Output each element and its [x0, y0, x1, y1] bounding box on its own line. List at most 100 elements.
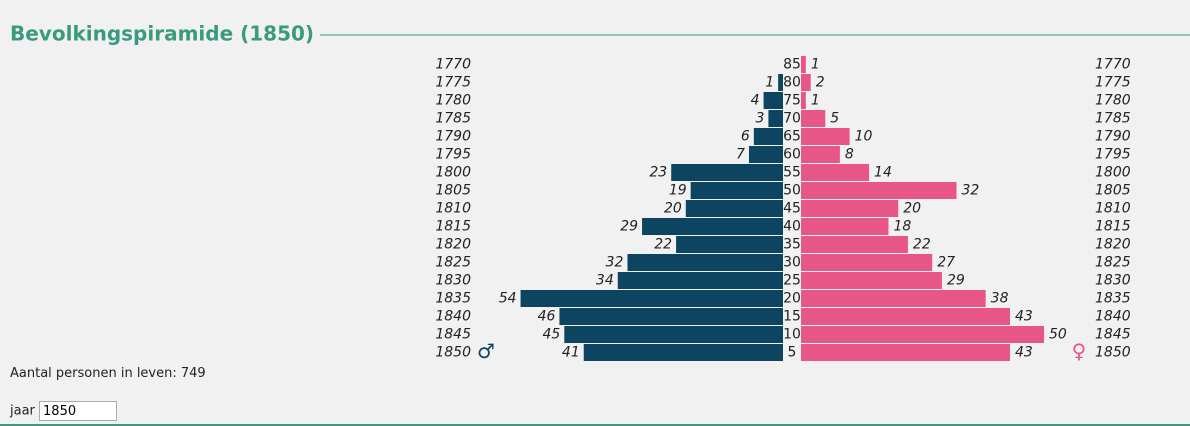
female-value-label: 18	[893, 219, 911, 235]
year-label-left: 1770	[435, 57, 471, 73]
year-label-right: 1770	[1095, 57, 1131, 73]
age-label: 40	[783, 219, 801, 235]
male-value-label: 45	[542, 327, 560, 343]
female-bar	[801, 164, 870, 181]
year-label-left: 1800	[435, 165, 471, 181]
male-value-label: 1	[765, 75, 774, 91]
year-label-right: 1840	[1095, 309, 1131, 325]
female-bar	[801, 146, 840, 163]
female-value-label: 1	[811, 93, 820, 109]
year-label-right: 1780	[1095, 93, 1131, 109]
year-label-left: 1780	[435, 93, 471, 109]
female-value-label: 43	[1015, 309, 1033, 325]
female-bar	[801, 182, 957, 199]
female-bar	[801, 74, 811, 91]
female-value-label: 2	[816, 75, 825, 91]
year-label-left: 1840	[435, 309, 471, 325]
age-label: 80	[783, 75, 801, 91]
summary-value: 749	[181, 366, 206, 381]
female-bar	[801, 92, 806, 109]
female-value-label: 20	[903, 201, 921, 217]
female-bar	[801, 110, 826, 127]
year-label-right: 1820	[1095, 237, 1131, 253]
page-title: Bevolkingspiramide (1850)	[10, 22, 314, 46]
age-label: 15	[783, 309, 801, 325]
male-bar	[676, 236, 783, 253]
male-bar	[627, 254, 783, 271]
year-label-left: 1815	[435, 219, 471, 235]
male-value-label: 3	[755, 111, 764, 127]
year-label-right: 1775	[1095, 75, 1131, 91]
male-value-label: 23	[649, 165, 667, 181]
year-label-right: 1795	[1095, 147, 1131, 163]
summary: Aantal personen in leven: 749	[10, 366, 206, 381]
year-label-right: 1790	[1095, 129, 1131, 145]
female-bar	[801, 56, 806, 73]
female-value-label: 10	[855, 129, 873, 145]
male-bar	[642, 218, 783, 235]
age-label: 10	[783, 327, 801, 343]
female-bar	[801, 290, 986, 307]
year-label-right: 1825	[1095, 255, 1131, 271]
female-bar	[801, 344, 1010, 361]
year-label-left: 1785	[435, 111, 471, 127]
male-bar	[748, 146, 783, 163]
year-label-left: 1790	[435, 129, 471, 145]
age-label: 75	[783, 93, 801, 109]
male-value-label: 29	[620, 219, 638, 235]
year-label-left: 1830	[435, 273, 471, 289]
summary-label: Aantal personen in leven:	[10, 366, 177, 381]
age-label: 85	[783, 57, 801, 73]
female-value-label: 50	[1049, 327, 1067, 343]
year-label-left: 1835	[435, 291, 471, 307]
male-bar	[671, 164, 783, 181]
female-bar	[801, 272, 942, 289]
male-legend: ♂	[477, 339, 495, 363]
female-bar	[801, 308, 1010, 325]
year-label-left: 1810	[435, 201, 471, 217]
age-label: 20	[783, 291, 801, 307]
year-input[interactable]	[39, 401, 118, 421]
year-control: jaar	[10, 401, 118, 421]
male-bar	[564, 326, 783, 343]
female-bar	[801, 254, 933, 271]
year-label-right: 1815	[1095, 219, 1131, 235]
female-value-label: 29	[947, 273, 965, 289]
year-label-right: 1845	[1095, 327, 1131, 343]
male-bar	[778, 74, 783, 91]
male-value-label: 7	[736, 147, 745, 163]
male-value-label: 54	[499, 291, 517, 307]
female-value-label: 14	[874, 165, 892, 181]
age-label: 70	[783, 111, 801, 127]
age-label: 50	[783, 183, 801, 199]
year-label-left: 1825	[435, 255, 471, 271]
male-bar	[583, 344, 783, 361]
age-label: 30	[783, 255, 801, 271]
male-value-label: 41	[562, 345, 580, 361]
female-bar	[801, 236, 908, 253]
female-value-label: 27	[937, 255, 955, 271]
year-label-right: 1835	[1095, 291, 1131, 307]
male-bar	[763, 92, 783, 109]
male-bar	[753, 128, 783, 145]
female-bar	[801, 200, 899, 217]
male-value-label: 22	[654, 237, 672, 253]
female-value-label: 1	[811, 57, 820, 73]
female-legend: ♀	[1072, 339, 1087, 363]
female-bar	[801, 326, 1044, 343]
male-value-label: 34	[596, 273, 614, 289]
age-label: 5	[788, 345, 797, 361]
year-label-left: 1820	[435, 237, 471, 253]
year-label-left: 1850	[435, 345, 471, 361]
year-label-left: 1805	[435, 183, 471, 199]
age-label: 60	[783, 147, 801, 163]
year-label-left: 1775	[435, 75, 471, 91]
male-value-label: 6	[741, 129, 750, 145]
male-value-label: 20	[664, 201, 682, 217]
female-value-label: 5	[830, 111, 839, 127]
male-value-label: 46	[538, 309, 556, 325]
year-label-right: 1800	[1095, 165, 1131, 181]
male-value-label: 19	[669, 183, 687, 199]
age-label: 45	[783, 201, 801, 217]
